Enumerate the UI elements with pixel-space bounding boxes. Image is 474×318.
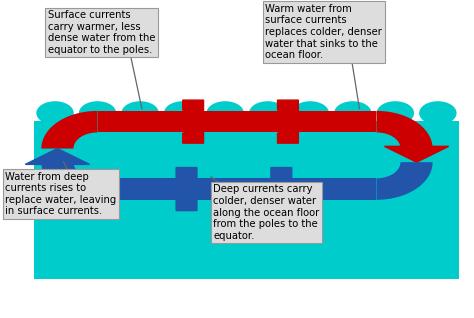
Text: Deep currents carry
colder, denser water
along the ocean floor
from the poles to: Deep currents carry colder, denser water…: [213, 184, 319, 241]
Ellipse shape: [345, 109, 380, 130]
Ellipse shape: [207, 101, 244, 125]
Ellipse shape: [79, 101, 116, 125]
Bar: [34, 121, 459, 279]
PathPatch shape: [376, 111, 433, 149]
FancyArrow shape: [271, 168, 292, 211]
Ellipse shape: [306, 109, 341, 130]
Text: Surface currents
carry warmer, less
dense water from the
equator to the poles.: Surface currents carry warmer, less dens…: [48, 10, 155, 55]
FancyArrow shape: [176, 168, 197, 211]
PathPatch shape: [41, 111, 98, 149]
Bar: [98, 111, 376, 132]
PathPatch shape: [376, 162, 433, 200]
Ellipse shape: [384, 109, 419, 130]
Bar: [34, 80, 459, 279]
Ellipse shape: [36, 101, 74, 125]
Bar: [98, 178, 376, 200]
Text: Warm water from
surface currents
replaces colder, denser
water that sinks to the: Warm water from surface currents replace…: [265, 4, 382, 60]
Ellipse shape: [74, 109, 109, 130]
Text: Water from deep
currents rises to
replace water, leaving
in surface currents.: Water from deep currents rises to replac…: [5, 172, 117, 217]
Ellipse shape: [249, 101, 286, 125]
Bar: [34, 127, 459, 279]
Ellipse shape: [164, 101, 201, 125]
Ellipse shape: [191, 109, 225, 130]
Ellipse shape: [419, 101, 456, 125]
Bar: [34, 77, 459, 127]
Ellipse shape: [121, 101, 159, 125]
Ellipse shape: [422, 109, 457, 130]
Ellipse shape: [334, 101, 372, 125]
Ellipse shape: [377, 101, 414, 125]
Ellipse shape: [268, 109, 302, 130]
PathPatch shape: [41, 162, 98, 200]
FancyArrow shape: [278, 100, 299, 143]
Ellipse shape: [36, 109, 71, 130]
FancyArrow shape: [183, 100, 204, 143]
FancyArrow shape: [384, 146, 449, 162]
Ellipse shape: [113, 109, 148, 130]
Bar: [41, 162, 73, 164]
Ellipse shape: [152, 109, 186, 130]
Ellipse shape: [292, 101, 329, 125]
Ellipse shape: [229, 109, 264, 130]
FancyArrow shape: [25, 149, 90, 164]
Bar: [34, 70, 459, 121]
Bar: [401, 146, 433, 149]
